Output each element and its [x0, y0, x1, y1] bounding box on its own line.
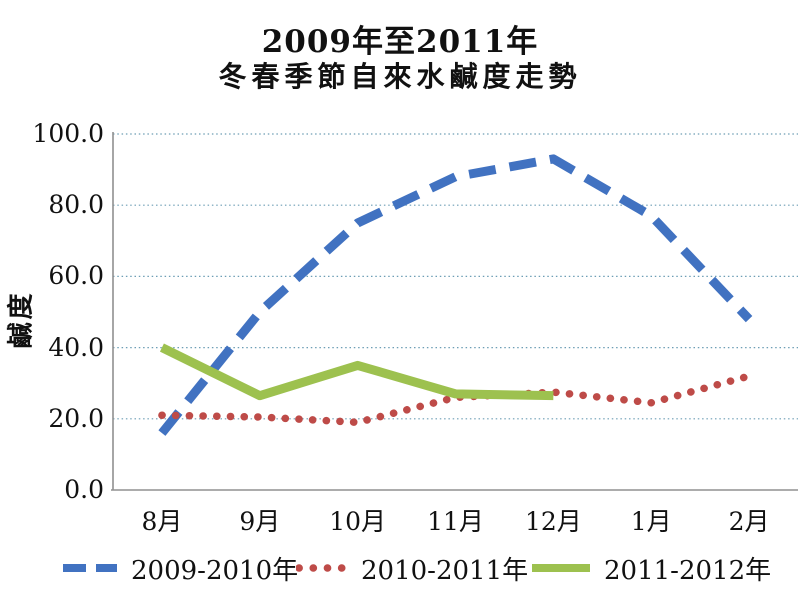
series-line-2011-2012年: [159, 343, 554, 401]
legend-entry-2011-2012年: 2011-2012年: [529, 548, 771, 588]
legend-sample-dotted-line-icon: [296, 564, 350, 572]
x-tick-label-4: 11月: [427, 507, 484, 536]
legend-label-2009-2010年: 2009-2010年: [131, 555, 299, 586]
x-tick-label-7: 2月: [728, 507, 770, 536]
y-tick-label-40: 40.0: [48, 332, 104, 362]
x-tick-label-2: 9月: [239, 507, 281, 536]
legend-sample-dashed-line-icon: [63, 564, 117, 572]
y-tick-label-60: 60.0: [48, 261, 104, 291]
x-tick-label-3: 10月: [329, 507, 387, 536]
x-tick-label-5: 12月: [524, 507, 582, 536]
legend-label-2010-2011年: 2010-2011年: [361, 555, 529, 586]
y-tick-label-20: 20.0: [48, 403, 104, 433]
legend-sample-solid-line-icon: [532, 564, 590, 572]
x-tick-label-1: 8月: [141, 507, 183, 536]
y-tick-label-100: 100.0: [32, 119, 104, 148]
chart-title-line1: 2009年至2011年: [261, 24, 539, 60]
chart-legend: 2009-2010年 2010-2011年 2011-2012年: [0, 548, 800, 588]
legend-label-2011-2012年: 2011-2012年: [604, 555, 772, 586]
chart-title-line2: 冬春季節自來水鹹度走勢: [218, 60, 582, 93]
series-line-2010-2011年: [158, 372, 753, 427]
x-tick-label-6: 1月: [630, 507, 672, 536]
legend-entry-2009-2010年: 2009-2010年: [60, 548, 298, 588]
y-tick-label-0: 0.0: [64, 475, 104, 504]
legend-entry-2010-2011年: 2010-2011年: [296, 548, 528, 588]
y-tick-label-80: 80.0: [48, 190, 104, 220]
